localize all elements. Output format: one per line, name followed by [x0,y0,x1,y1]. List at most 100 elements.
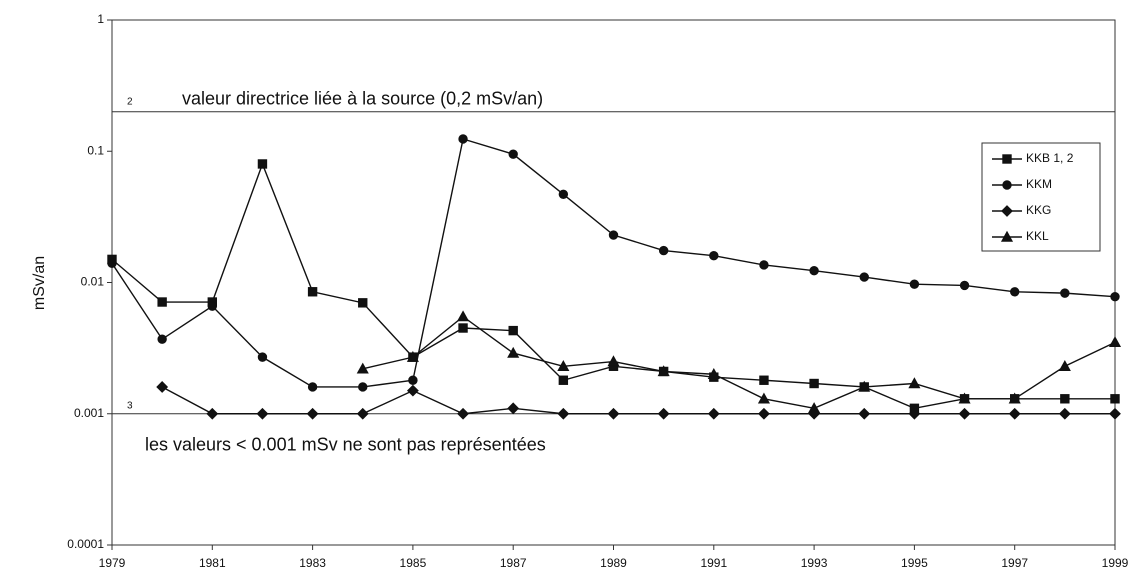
marker [607,407,620,420]
x-tick-label: 1985 [400,556,427,570]
marker [757,392,770,404]
marker [1058,407,1071,420]
marker [809,265,819,276]
marker [157,334,167,344]
annotation: 2 [127,96,133,107]
marker [156,381,169,393]
marker [256,407,269,420]
marker [557,360,570,371]
y-tick-label: 0.01 [81,275,105,289]
marker [206,407,219,420]
marker [458,323,468,333]
marker [306,407,319,420]
marker [657,407,670,420]
x-tick-label: 1999 [1102,556,1129,570]
series-line [111,138,1116,388]
series-line [362,315,1116,410]
marker [558,375,569,385]
marker [457,407,469,420]
marker [1109,407,1121,420]
y-tick-label: 0.001 [74,406,104,420]
x-tick-label: 1993 [801,556,828,570]
marker [608,230,619,240]
marker [557,407,570,420]
marker [1110,394,1120,404]
marker [1008,407,1021,420]
marker [707,407,720,420]
marker [406,350,419,362]
marker [657,365,670,377]
marker [358,298,368,308]
legend-label: KKL [1026,229,1049,243]
marker [356,407,369,420]
y-tick-label: 0.0001 [67,537,104,551]
marker [859,272,869,282]
x-tick-label: 1995 [901,556,928,570]
annotation: 3 [127,400,133,411]
x-tick-label: 1991 [700,556,727,570]
marker [508,325,518,336]
marker [558,189,569,199]
marker [207,301,218,311]
marker [1110,291,1120,302]
legend-label: KKB 1, 2 [1026,151,1074,165]
marker [809,378,819,389]
marker [457,310,470,322]
marker [1060,394,1070,404]
marker [808,402,821,414]
marker [257,159,268,169]
marker [157,297,167,307]
marker [458,134,468,144]
x-tick-label: 1989 [600,556,627,570]
x-tick-label: 1987 [500,556,527,570]
marker [758,407,770,420]
x-tick-label: 1983 [299,556,326,570]
marker [707,368,720,379]
marker [1010,287,1020,297]
annotation: valeur directrice liée à la source (0,2 … [182,88,543,108]
marker [1008,392,1021,404]
marker [358,382,368,392]
marker [858,407,871,420]
marker [507,402,520,415]
x-tick-label: 1997 [1001,556,1028,570]
marker [1058,360,1071,371]
marker [508,149,518,159]
marker [908,377,921,389]
marker [307,382,318,392]
marker [909,279,920,289]
marker [607,355,620,367]
legend-label: KKM [1026,177,1052,191]
marker [507,346,520,358]
marker [709,251,719,261]
legend-marker [1002,154,1012,164]
marker [408,375,418,385]
marker [759,260,769,270]
marker [307,287,318,297]
marker [958,407,971,420]
x-tick-label: 1981 [199,556,226,570]
legend-marker [1000,230,1014,242]
y-tick-label: 0.1 [87,143,104,157]
y-tick-label: 1 [97,12,104,26]
marker [958,392,971,404]
marker [759,375,769,385]
marker [257,352,268,362]
marker [908,407,921,420]
marker [1108,336,1122,348]
series-line [161,386,1115,415]
marker [406,384,419,397]
legend-label: KKG [1026,203,1051,217]
marker [356,362,369,374]
marker [858,380,871,392]
legend-marker [1002,180,1012,190]
y-axis-label: mSv/an [31,256,48,310]
legend-box [981,142,1101,252]
marker [658,245,669,256]
annotation: les valeurs < 0.001 mSv ne sont pas repr… [145,435,546,455]
legend-marker [1001,205,1013,217]
marker [107,258,117,269]
marker [959,280,970,291]
